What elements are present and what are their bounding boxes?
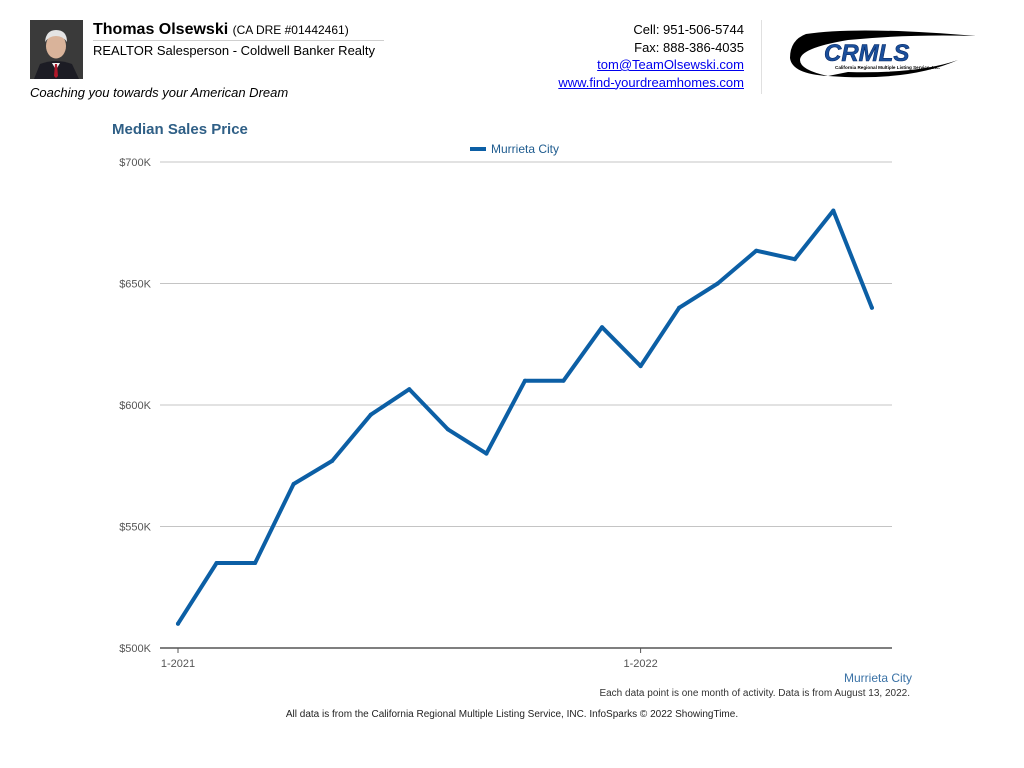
cell-phone: Cell: 951-506-5744	[633, 22, 744, 37]
data-point	[176, 621, 180, 626]
data-point	[869, 305, 874, 310]
contact-divider	[761, 20, 762, 94]
data-point	[831, 208, 836, 213]
crmls-logo-icon: CRMLS California Regional Multiple Listi…	[790, 30, 976, 78]
agent-dre-number: (CA DRE #01442461)	[232, 23, 349, 37]
data-point	[600, 325, 605, 330]
data-point	[754, 248, 759, 253]
y-tick-label: $500K	[119, 643, 151, 655]
agent-tagline: Coaching you towards your American Dream	[30, 85, 289, 100]
data-point	[715, 281, 720, 286]
crmls-logo: CRMLS California Regional Multiple Listi…	[788, 30, 980, 80]
x-tick-label: 1-2022	[623, 658, 657, 670]
data-source: All data is from the California Regional…	[285, 709, 739, 720]
legend-swatch	[470, 147, 486, 151]
series-tag: Murrieta City	[843, 671, 912, 685]
email-link[interactable]: tom@TeamOlsewski.com	[597, 57, 744, 72]
data-note: Each data point is one month of activity…	[599, 688, 910, 699]
y-tick-label: $700K	[119, 157, 151, 169]
agent-name: Thomas Olsewski	[93, 21, 229, 38]
chart-legend: Murrieta City	[470, 142, 559, 156]
logo-wordmark: CRMLS	[824, 40, 909, 67]
legend-label: Murrieta City	[491, 142, 560, 156]
data-point	[638, 364, 643, 369]
data-point	[368, 412, 373, 417]
agent-heading: Thomas Olsewski (CA DRE #01442461)	[93, 21, 349, 39]
chart-title: Median Sales Price	[112, 121, 248, 138]
data-point	[445, 427, 450, 432]
x-tick-label: 1-2021	[161, 658, 195, 670]
header-divider	[93, 40, 384, 41]
y-tick-label: $650K	[119, 279, 151, 291]
data-point	[522, 378, 527, 383]
data-point	[407, 387, 412, 392]
data-point	[214, 560, 219, 565]
fax-number: Fax: 888-386-4035	[634, 39, 744, 55]
logo-subtext: California Regional Multiple Listing Ser…	[835, 65, 940, 70]
data-point	[330, 458, 335, 463]
series-line-murrieta-city	[176, 208, 874, 626]
data-point	[677, 305, 682, 310]
y-tick-label: $600K	[119, 400, 151, 412]
data-point	[253, 560, 258, 565]
data-point	[484, 451, 489, 456]
data-point	[792, 257, 797, 262]
agent-portrait-icon	[30, 20, 83, 79]
data-point	[561, 378, 566, 383]
website-link[interactable]: www.find-yourdreamhomes.com	[558, 74, 744, 90]
data-point	[291, 481, 296, 486]
y-tick-label: $550K	[119, 522, 151, 534]
agent-photo	[30, 20, 83, 79]
contact-block: Cell: 951-506-5744 Fax: 888-386-4035 tom…	[558, 21, 744, 91]
agent-title: REALTOR Salesperson - Coldwell Banker Re…	[93, 43, 376, 58]
